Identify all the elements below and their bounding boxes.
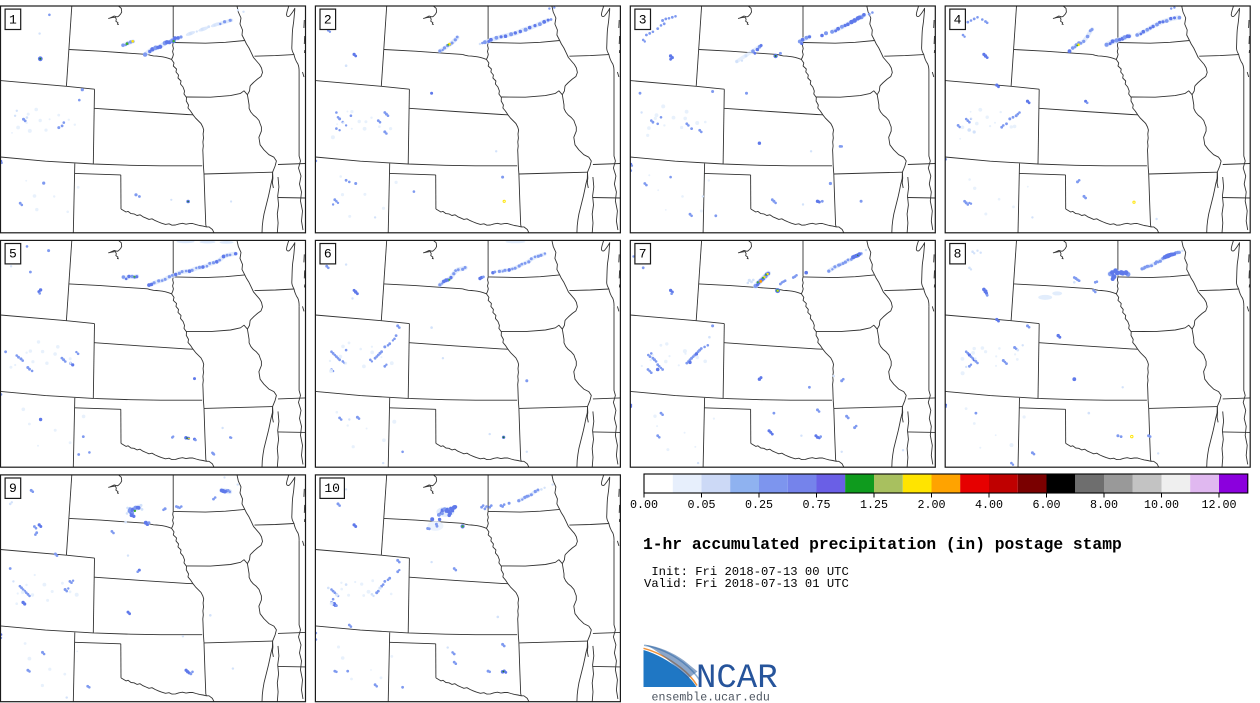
svg-text:9: 9 <box>9 481 17 496</box>
svg-text:6: 6 <box>324 247 332 262</box>
svg-text:Valid: Fri 2018-07-13 01 UTC: Valid: Fri 2018-07-13 01 UTC <box>644 577 849 591</box>
svg-text:0.00: 0.00 <box>630 498 658 512</box>
svg-text:NCAR: NCAR <box>696 660 778 698</box>
svg-text:3: 3 <box>639 12 647 27</box>
svg-text:ensemble.ucar.edu: ensemble.ucar.edu <box>652 692 770 703</box>
svg-text:1: 1 <box>9 12 17 27</box>
svg-text:1-hr accumulated precipitation: 1-hr accumulated precipitation (in) post… <box>643 535 1122 554</box>
svg-text:8.00: 8.00 <box>1090 498 1118 512</box>
svg-text:2: 2 <box>324 12 332 27</box>
svg-text:5: 5 <box>9 247 17 262</box>
svg-text:2.00: 2.00 <box>917 498 945 512</box>
svg-text:7: 7 <box>639 247 647 262</box>
svg-text:Init: Fri 2018-07-13 00 UTC: Init: Fri 2018-07-13 00 UTC <box>644 565 849 579</box>
svg-text:0.05: 0.05 <box>687 498 715 512</box>
svg-text:0.25: 0.25 <box>745 498 773 512</box>
svg-text:4.00: 4.00 <box>975 498 1003 512</box>
svg-text:1.25: 1.25 <box>860 498 888 512</box>
svg-text:8: 8 <box>954 247 962 262</box>
svg-text:0.75: 0.75 <box>802 498 830 512</box>
svg-text:4: 4 <box>954 12 962 27</box>
svg-text:10: 10 <box>324 481 340 496</box>
svg-text:10.00: 10.00 <box>1144 498 1179 512</box>
svg-text:6.00: 6.00 <box>1032 498 1060 512</box>
svg-text:12.00: 12.00 <box>1201 498 1236 512</box>
